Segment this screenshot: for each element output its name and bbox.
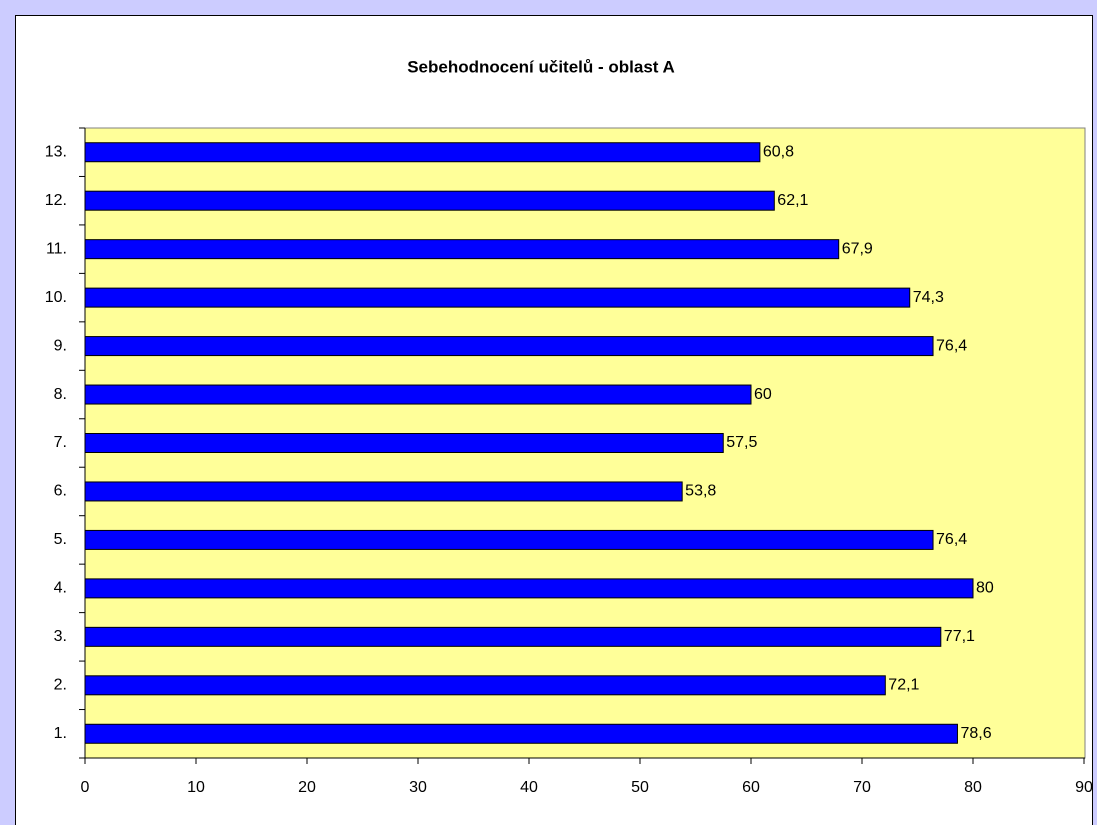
x-tick-label: 50 xyxy=(631,779,649,796)
x-tick-label: 40 xyxy=(520,779,538,796)
data-label: 62,1 xyxy=(777,192,808,209)
data-label: 67,9 xyxy=(842,240,873,257)
y-tick-label: 9. xyxy=(54,337,67,354)
x-tick-label: 90 xyxy=(1075,779,1093,796)
bar xyxy=(84,142,761,163)
bar xyxy=(84,481,683,502)
y-tick-label: 13. xyxy=(45,143,67,160)
y-tick-label: 3. xyxy=(54,628,67,645)
x-tick-label: 70 xyxy=(853,779,871,796)
bar xyxy=(84,239,840,260)
y-tick-label: 7. xyxy=(54,434,67,451)
x-tick-label: 20 xyxy=(298,779,316,796)
bar xyxy=(84,626,942,647)
y-tick-label: 5. xyxy=(54,531,67,548)
bar xyxy=(84,675,886,696)
data-label: 53,8 xyxy=(685,483,716,500)
x-tick-label: 0 xyxy=(81,779,90,796)
x-tick-label: 30 xyxy=(409,779,427,796)
y-tick-label: 8. xyxy=(54,386,67,403)
data-label: 77,1 xyxy=(944,628,975,645)
data-label: 60 xyxy=(754,386,772,403)
bar xyxy=(84,578,974,599)
y-tick-label: 6. xyxy=(54,483,67,500)
y-tick-label: 4. xyxy=(54,580,67,597)
bar xyxy=(84,529,934,550)
x-tick-label: 10 xyxy=(187,779,205,796)
y-tick-label: 10. xyxy=(45,289,67,306)
bar xyxy=(84,287,911,308)
data-label: 76,4 xyxy=(936,531,967,548)
y-tick-label: 12. xyxy=(45,192,67,209)
data-label: 78,6 xyxy=(960,725,991,742)
y-tick-label: 11. xyxy=(46,240,67,257)
y-tick-label: 1. xyxy=(54,725,67,742)
x-tick-label: 60 xyxy=(742,779,760,796)
data-label: 76,4 xyxy=(936,337,967,354)
data-label: 80 xyxy=(976,580,994,597)
x-tick-label: 80 xyxy=(964,779,982,796)
data-label: 60,8 xyxy=(763,143,794,160)
bar xyxy=(84,433,724,453)
y-tick-label: 2. xyxy=(54,677,67,694)
bar xyxy=(84,336,934,357)
data-label: 72,1 xyxy=(888,677,919,694)
bar xyxy=(84,384,752,405)
chart-title: Sebehodnocení učitelů - oblast A xyxy=(407,57,675,76)
data-label: 57,5 xyxy=(726,434,757,451)
bar xyxy=(84,723,958,744)
bar xyxy=(84,190,775,211)
data-label: 74,3 xyxy=(913,289,944,306)
